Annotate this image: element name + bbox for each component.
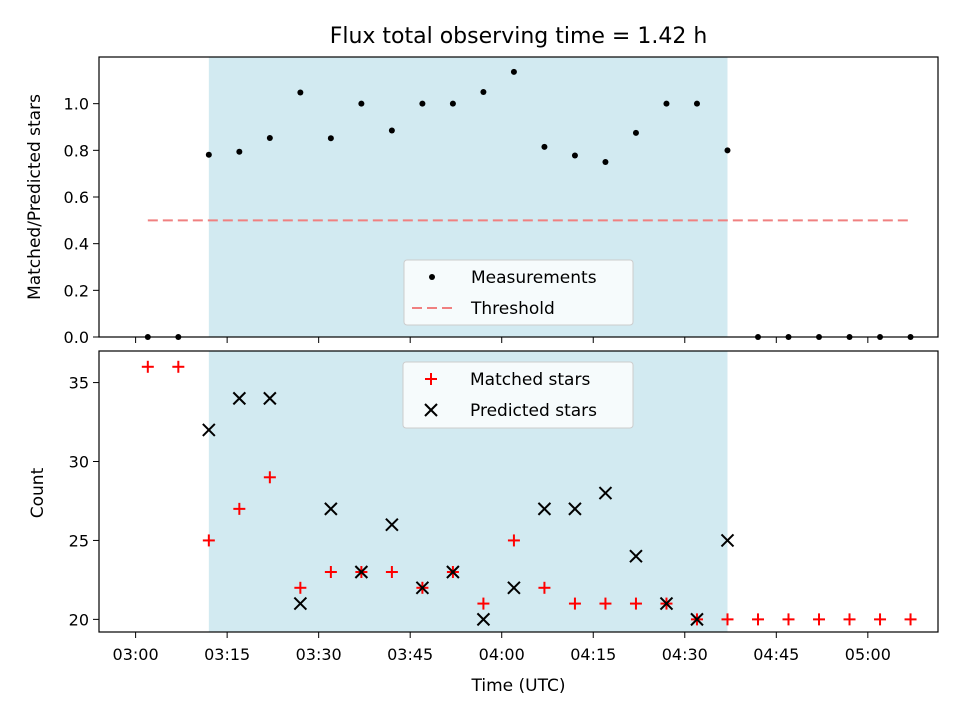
top-measurements-point (327, 135, 334, 142)
top-ytick-label: 1.0 (64, 95, 89, 114)
bottom-legend: Matched stars Predicted stars (402, 361, 634, 429)
bottom-predicted-stars-point (263, 391, 277, 406)
bottom-matched-stars-point (721, 613, 734, 626)
top-measurements-point (297, 89, 304, 96)
chart-title: Flux total observing time = 1.42 h (330, 24, 708, 49)
bottom-axes-frame (98, 350, 939, 633)
bottom-matched-stars-point (782, 613, 795, 626)
top-ytick-label: 0.0 (64, 328, 89, 347)
top-ytick-label: 0.6 (64, 188, 89, 207)
x-axis-label: Time (UTC) (471, 676, 566, 696)
bottom-predicted-stars-point (232, 391, 247, 406)
bottom-matched-stars-point (385, 566, 398, 579)
bottom-ytick-label: 30 (69, 453, 89, 472)
top-measurements-point (510, 68, 517, 75)
xtick-label: 05:00 (845, 645, 891, 664)
bottom-predicted-stars-point (293, 596, 308, 611)
xtick-label: 04:30 (662, 645, 708, 664)
bottom-legend-marker (424, 403, 438, 417)
bottom-predicted-stars-point (446, 565, 460, 579)
top-measurements-point (266, 134, 273, 141)
top-measurements-point (205, 151, 212, 158)
xtick-label: 04:45 (753, 645, 799, 664)
bottom-predicted-stars-point (324, 502, 338, 516)
top-measurements-point (571, 152, 578, 159)
top-ytick-label: 0.8 (64, 141, 89, 160)
bottom-predicted-stars-point (659, 596, 674, 611)
bottom-matched-stars-point (874, 613, 887, 626)
bottom-matched-stars-point (202, 534, 215, 547)
bottom-legend-marker (425, 373, 437, 385)
bottom-predicted-stars-point (385, 517, 399, 532)
top-axes-frame (98, 56, 939, 338)
top-ytick-label: 0.2 (64, 281, 89, 300)
xtick-label: 03:15 (204, 645, 250, 664)
bottom-predicted-stars-point (629, 549, 643, 563)
top-measurements-point (602, 159, 609, 165)
bottom-predicted-stars-point (598, 486, 613, 500)
bottom-matched-stars-point (751, 613, 764, 626)
bottom-ytick-label: 35 (69, 374, 89, 393)
bottom-matched-stars-point (507, 534, 520, 547)
xtick-label: 03:30 (296, 645, 342, 664)
bottom-legend-label: Matched stars (470, 370, 590, 390)
top-measurements-point (358, 100, 365, 107)
bottom-matched-stars-point (813, 613, 826, 626)
top-legend-box (403, 259, 634, 326)
top-legend-label: Threshold (470, 299, 555, 319)
top-legend: Measurements Threshold (403, 259, 634, 326)
bottom-predicted-stars-point (354, 565, 369, 579)
top-y-axis-label: Matched/Predicted stars (25, 94, 45, 300)
top-measurements-point (693, 100, 700, 107)
bottom-matched-stars-point (294, 581, 307, 594)
top-measurements-point (724, 147, 731, 154)
bottom-predicted-stars-point (507, 581, 521, 595)
top-measurements-point (449, 100, 456, 107)
bottom-predicted-stars-point (476, 612, 491, 627)
xtick-label: 04:00 (479, 645, 525, 664)
top-measurements-point (663, 100, 670, 107)
bottom-predicted-stars-point (202, 423, 216, 437)
bottom-matched-stars-point (233, 502, 246, 515)
top-measurements-point (632, 129, 639, 136)
bottom-matched-stars-point (477, 597, 490, 610)
xtick-label: 04:15 (570, 645, 616, 664)
top-measurements-point (236, 148, 243, 155)
bottom-y-axis-label: Count (28, 467, 48, 518)
bottom-matched-stars-point (904, 613, 917, 626)
bottom-predicted-stars-point (415, 581, 430, 595)
bottom-predicted-stars-point (690, 612, 704, 627)
top-measurements-point (480, 89, 487, 95)
bottom-matched-stars-point (629, 597, 642, 610)
bottom-matched-stars-point (172, 360, 185, 373)
bottom-matched-stars-point (599, 597, 612, 610)
bottom-matched-stars-point (324, 566, 337, 579)
top-legend-marker (429, 274, 435, 280)
bottom-panel: 20 25 30 35 03:00 03:15 03:30 03:45 04:00 04:15 04… (69, 350, 939, 664)
top-measurements-point (419, 100, 426, 107)
xtick-label: 03:00 (113, 645, 159, 664)
top-measurements-point (388, 127, 395, 134)
bottom-matched-stars-point (843, 613, 856, 626)
bottom-predicted-stars-point (568, 502, 582, 516)
bottom-matched-stars-point (538, 581, 551, 594)
bottom-ytick-label: 25 (69, 531, 89, 550)
bottom-matched-stars-point (263, 471, 276, 484)
bottom-matched-stars-point (141, 360, 154, 373)
top-panel: 0.0 0.2 0.4 0.6 0.8 1.0 Measurements Threshold (64, 56, 939, 347)
bottom-predicted-stars-point (537, 502, 552, 516)
bottom-matched-stars-point (568, 597, 581, 610)
bottom-predicted-stars-point (720, 533, 735, 548)
bottom-legend-box (402, 361, 634, 429)
bottom-legend-label: Predicted stars (470, 401, 597, 421)
top-ytick-label: 0.4 (64, 235, 89, 254)
top-measurements-point (541, 143, 548, 150)
top-legend-label: Measurements (471, 268, 597, 288)
xtick-label: 03:45 (387, 645, 433, 664)
bottom-ytick-label: 20 (69, 610, 89, 629)
